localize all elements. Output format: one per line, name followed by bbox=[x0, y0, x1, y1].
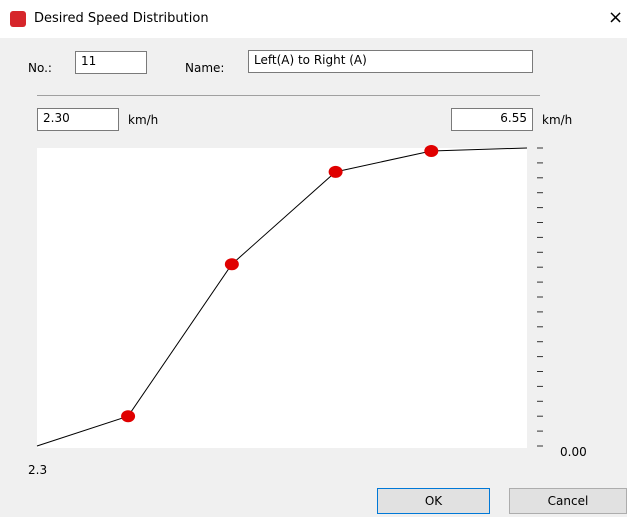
max-input[interactable]: 6.55 bbox=[451, 108, 533, 131]
app-icon bbox=[10, 11, 26, 27]
name-label: Name: bbox=[185, 61, 225, 75]
close-button[interactable]: × bbox=[608, 7, 624, 28]
window-title: Desired Speed Distribution bbox=[34, 11, 209, 26]
curve-point bbox=[121, 410, 136, 423]
min-unit: km/h bbox=[128, 113, 159, 127]
x-axis-label: 2.3 bbox=[28, 463, 47, 477]
number-input[interactable]: 11 bbox=[75, 51, 147, 74]
ok-button[interactable]: OK bbox=[377, 488, 490, 514]
separator bbox=[37, 95, 540, 96]
curve-point bbox=[424, 144, 439, 157]
name-input[interactable]: Left(A) to Right (A) bbox=[248, 50, 533, 73]
cancel-button[interactable]: Cancel bbox=[509, 488, 627, 514]
curve-point bbox=[224, 258, 239, 271]
distribution-line bbox=[36, 147, 528, 447]
plot-area bbox=[37, 148, 527, 448]
number-label: No.: bbox=[28, 61, 52, 75]
min-input[interactable]: 2.30 bbox=[37, 108, 119, 131]
title-bar: Desired Speed Distribution × bbox=[0, 0, 627, 38]
max-unit: km/h bbox=[542, 113, 573, 127]
curve-point bbox=[328, 165, 343, 178]
y-axis-label: 0.00 bbox=[560, 445, 587, 459]
